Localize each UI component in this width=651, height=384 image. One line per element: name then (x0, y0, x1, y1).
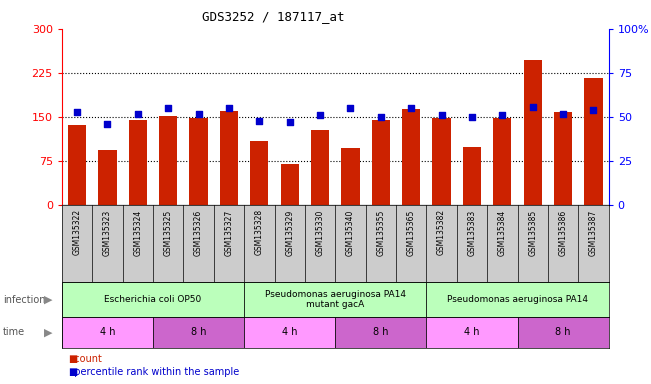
Point (102, 121, 113, 127)
Bar (493, 118, 512, 205)
Bar (372, 120, 390, 205)
Bar (463, 147, 481, 205)
Point (315, 112, 326, 118)
Text: 4 h: 4 h (464, 327, 480, 337)
Bar (523, 60, 542, 205)
Text: Pseudomonas aeruginosa PA14: Pseudomonas aeruginosa PA14 (447, 295, 588, 304)
Point (527, 103, 538, 109)
Text: GSM135322: GSM135322 (72, 209, 81, 255)
Text: ▶: ▶ (44, 295, 53, 305)
Text: GSM135385: GSM135385 (528, 209, 537, 255)
Text: GSM135340: GSM135340 (346, 209, 355, 256)
Text: Pseudomonas aeruginosa PA14
mutant gacA: Pseudomonas aeruginosa PA14 mutant gacA (265, 290, 406, 309)
Bar (250, 141, 268, 205)
Point (224, 105, 234, 111)
Bar (585, 78, 603, 205)
Text: GSM135365: GSM135365 (407, 209, 416, 256)
Text: Escherichia coli OP50: Escherichia coli OP50 (104, 295, 202, 304)
Text: GSM135383: GSM135383 (467, 209, 477, 255)
Text: GSM135329: GSM135329 (285, 209, 294, 255)
Text: percentile rank within the sample: percentile rank within the sample (68, 367, 240, 377)
Point (467, 114, 477, 120)
Text: time: time (3, 327, 25, 337)
Text: GSM135326: GSM135326 (194, 209, 203, 255)
Point (284, 119, 295, 126)
Text: GSM135325: GSM135325 (163, 209, 173, 255)
Bar (244, 317, 335, 348)
Point (163, 105, 173, 111)
Bar (98, 149, 117, 205)
Text: GDS3252 / 187117_at: GDS3252 / 187117_at (202, 10, 344, 23)
Point (345, 105, 355, 111)
Bar (402, 109, 421, 205)
Point (72, 109, 82, 115)
Text: ▶: ▶ (44, 327, 53, 337)
Text: infection: infection (3, 295, 46, 305)
Text: GSM135386: GSM135386 (559, 209, 568, 255)
Text: GSM135330: GSM135330 (316, 209, 325, 256)
Bar (153, 317, 244, 348)
Bar (189, 118, 208, 205)
Text: GSM135323: GSM135323 (103, 209, 112, 255)
Bar (129, 120, 147, 205)
Bar (341, 148, 359, 205)
Text: ■: ■ (68, 354, 77, 364)
Bar (426, 282, 609, 317)
Text: GSM135324: GSM135324 (133, 209, 143, 255)
Bar (244, 282, 426, 317)
Point (254, 118, 264, 124)
Text: GSM135382: GSM135382 (437, 209, 446, 255)
Text: 8 h: 8 h (373, 327, 389, 337)
Point (558, 111, 568, 117)
Text: 8 h: 8 h (191, 327, 206, 337)
Bar (432, 118, 450, 205)
Point (589, 107, 599, 113)
Bar (281, 164, 299, 205)
Bar (554, 113, 572, 205)
Text: 4 h: 4 h (100, 327, 115, 337)
Bar (159, 116, 177, 205)
Bar (220, 111, 238, 205)
Text: count: count (68, 354, 102, 364)
Bar (62, 317, 153, 348)
Text: 8 h: 8 h (555, 327, 571, 337)
Bar (68, 125, 86, 205)
Bar (311, 130, 329, 205)
Text: GSM135355: GSM135355 (376, 209, 385, 256)
Text: 4 h: 4 h (282, 327, 298, 337)
Bar (426, 317, 518, 348)
Point (497, 112, 508, 118)
Point (376, 114, 386, 120)
Bar (335, 317, 426, 348)
Text: GSM135384: GSM135384 (498, 209, 507, 255)
Point (133, 111, 143, 117)
Text: ■: ■ (68, 367, 77, 377)
Bar (518, 317, 609, 348)
Point (436, 112, 447, 118)
Text: GSM135328: GSM135328 (255, 209, 264, 255)
Point (193, 111, 204, 117)
Text: GSM135387: GSM135387 (589, 209, 598, 255)
Point (406, 105, 417, 111)
Text: GSM135327: GSM135327 (225, 209, 234, 255)
Bar (62, 282, 244, 317)
